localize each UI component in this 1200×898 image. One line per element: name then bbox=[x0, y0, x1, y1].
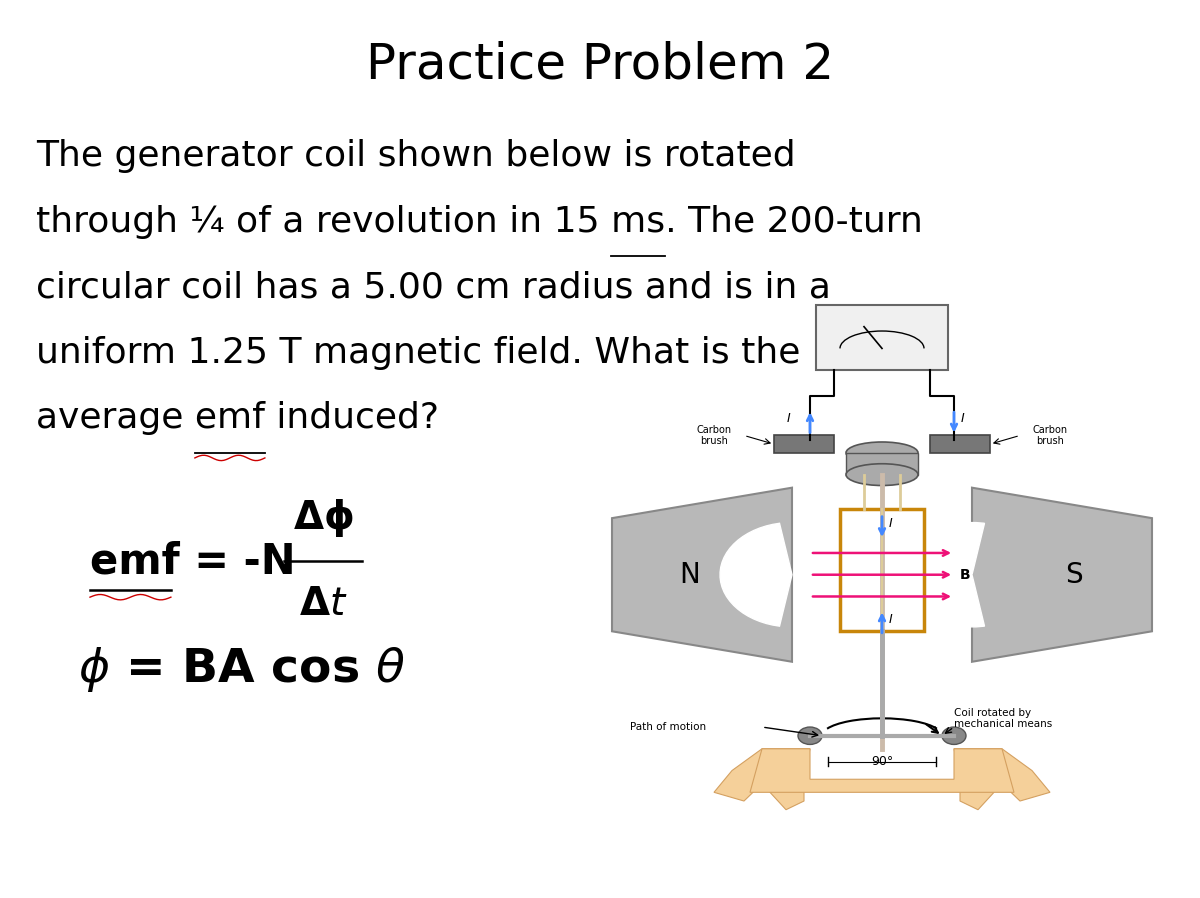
Text: $I$: $I$ bbox=[960, 412, 965, 426]
Polygon shape bbox=[720, 524, 792, 626]
FancyBboxPatch shape bbox=[774, 436, 834, 453]
Text: 90°: 90° bbox=[871, 755, 893, 769]
Polygon shape bbox=[900, 523, 984, 627]
Text: Carbon
brush: Carbon brush bbox=[1032, 425, 1068, 446]
Text: circular coil has a 5.00 cm radius and is in a: circular coil has a 5.00 cm radius and i… bbox=[36, 270, 830, 304]
Polygon shape bbox=[714, 749, 810, 810]
Text: The generator coil shown below is rotated: The generator coil shown below is rotate… bbox=[36, 139, 796, 173]
FancyBboxPatch shape bbox=[846, 453, 918, 475]
Text: $\mathbf{\Delta\phi}$: $\mathbf{\Delta\phi}$ bbox=[293, 497, 354, 539]
Text: $\phi$ = BA cos $\theta$: $\phi$ = BA cos $\theta$ bbox=[78, 645, 406, 693]
Text: B: B bbox=[960, 568, 971, 582]
FancyBboxPatch shape bbox=[930, 436, 990, 453]
Text: $I$: $I$ bbox=[786, 412, 791, 426]
Polygon shape bbox=[954, 749, 1050, 810]
Text: Coil rotated by
mechanical means: Coil rotated by mechanical means bbox=[954, 708, 1052, 729]
Text: emf = -N: emf = -N bbox=[90, 541, 295, 582]
Text: average emf induced?: average emf induced? bbox=[36, 401, 439, 436]
Text: Practice Problem 2: Practice Problem 2 bbox=[366, 40, 834, 88]
Text: S: S bbox=[1066, 560, 1082, 589]
Text: uniform 1.25 T magnetic field. What is the: uniform 1.25 T magnetic field. What is t… bbox=[36, 336, 800, 370]
Text: $I$: $I$ bbox=[888, 517, 893, 530]
Polygon shape bbox=[750, 749, 1014, 792]
Text: $\mathbf{\Delta}$$\mathit{t}$: $\mathbf{\Delta}$$\mathit{t}$ bbox=[299, 585, 348, 623]
Ellipse shape bbox=[846, 463, 918, 486]
Text: through ¼ of a revolution in 15 ms. The 200-turn: through ¼ of a revolution in 15 ms. The … bbox=[36, 205, 923, 239]
Ellipse shape bbox=[846, 442, 918, 463]
Text: Path of motion: Path of motion bbox=[630, 722, 706, 732]
Text: N: N bbox=[679, 560, 701, 589]
Text: $I$: $I$ bbox=[888, 612, 893, 626]
Circle shape bbox=[942, 727, 966, 744]
FancyBboxPatch shape bbox=[816, 305, 948, 370]
Circle shape bbox=[798, 727, 822, 744]
Polygon shape bbox=[612, 488, 792, 662]
Polygon shape bbox=[972, 488, 1152, 662]
Text: Carbon
brush: Carbon brush bbox=[696, 425, 732, 446]
